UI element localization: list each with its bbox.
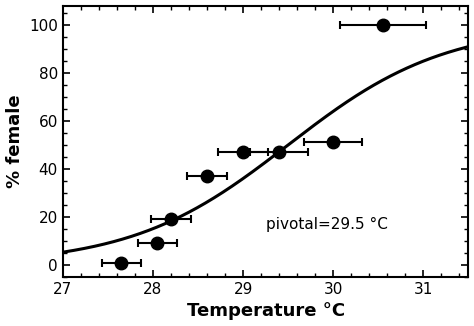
X-axis label: Temperature °C: Temperature °C [187,303,345,320]
Y-axis label: % female: % female [6,95,24,188]
Text: pivotal=29.5 °C: pivotal=29.5 °C [265,217,388,232]
